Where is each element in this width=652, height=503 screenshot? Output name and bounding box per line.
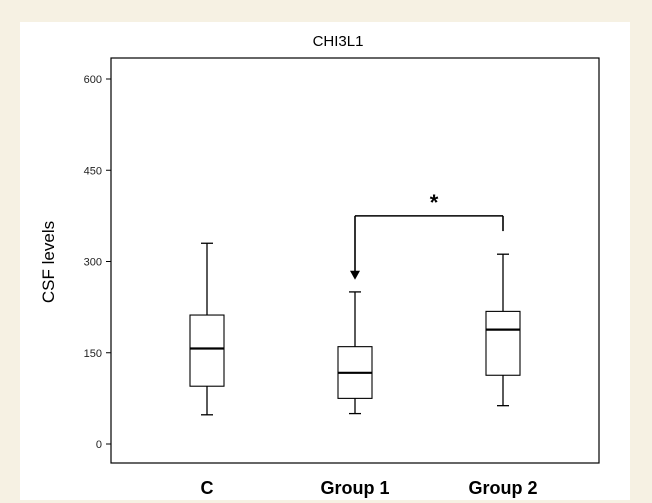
interquartile-box bbox=[485, 310, 521, 376]
plot-frame bbox=[110, 57, 600, 464]
figure-panel bbox=[20, 22, 630, 500]
y-axis-label: CSF levels bbox=[39, 221, 58, 303]
x-category-label: Group 2 bbox=[468, 478, 537, 498]
chart-title: CHI3L1 bbox=[313, 33, 364, 50]
significance-annotation: * bbox=[350, 190, 504, 280]
y-tick-label: 0 bbox=[96, 439, 102, 451]
box-group-2 bbox=[485, 253, 521, 407]
x-axis-labels: C Group 1 Group 2 bbox=[201, 478, 538, 498]
y-tick-label: 150 bbox=[84, 348, 102, 360]
box-group-1 bbox=[337, 291, 373, 415]
box-c bbox=[189, 242, 225, 416]
arrow-head bbox=[350, 270, 360, 280]
y-tick-label: 450 bbox=[84, 165, 102, 177]
x-category-label: Group 1 bbox=[320, 478, 389, 498]
significance-label: * bbox=[430, 190, 439, 215]
interquartile-box bbox=[189, 314, 225, 387]
y-axis: 0 150 300 450 600 bbox=[84, 74, 111, 451]
x-category-label: C bbox=[201, 478, 214, 498]
box-series bbox=[189, 242, 521, 416]
y-tick-label: 300 bbox=[84, 257, 102, 269]
y-tick-label: 600 bbox=[84, 74, 102, 86]
